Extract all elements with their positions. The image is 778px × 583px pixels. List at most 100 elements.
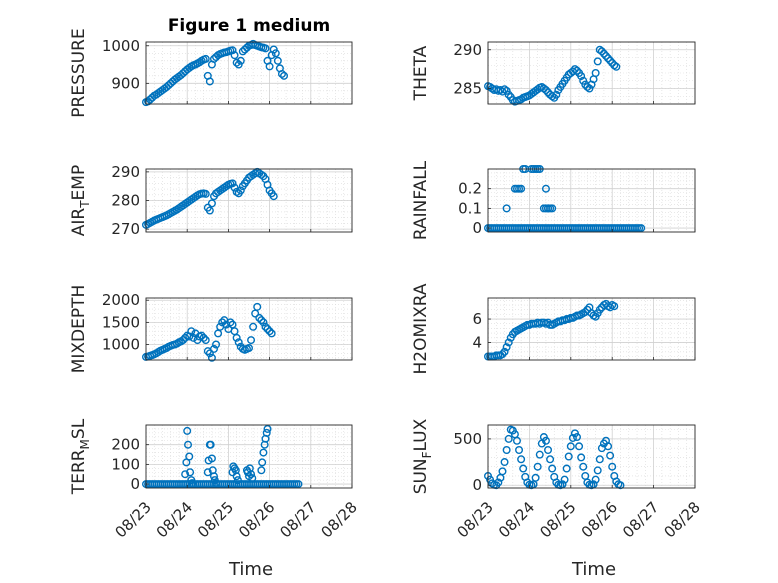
- y-tick-label: 6: [472, 310, 482, 328]
- data-point: [265, 62, 274, 71]
- y-axis-label-subscript: M: [78, 439, 92, 449]
- data-point: [248, 474, 257, 483]
- data-point: [562, 464, 571, 473]
- data-point: [184, 440, 193, 449]
- data-point: [560, 475, 569, 484]
- data-point: [595, 455, 604, 464]
- data-point: [517, 455, 526, 464]
- data-point: [263, 325, 272, 334]
- data-point: [183, 426, 192, 435]
- y-tick-label: 1000: [102, 336, 140, 354]
- data-series: [484, 299, 619, 361]
- y-axis-label: MIXDEPTH: [69, 285, 89, 374]
- data-point: [253, 302, 262, 311]
- y-axis-label-tail: EMP: [69, 165, 89, 201]
- axes-box: [487, 297, 696, 361]
- data-point: [502, 446, 511, 455]
- data-series: [484, 425, 625, 490]
- data-point: [244, 344, 253, 353]
- data-point: [498, 87, 507, 96]
- data-point: [502, 204, 511, 213]
- data-point: [502, 343, 511, 352]
- axes-background: [146, 298, 352, 360]
- y-tick-label: 280: [111, 192, 140, 210]
- data-point: [535, 450, 544, 459]
- y-axis-label-subscript: F: [420, 451, 434, 458]
- major-grid: [488, 425, 695, 488]
- y-axis-label-main: PRESSURE: [69, 28, 89, 117]
- data-point: [197, 331, 206, 340]
- axes-box: [487, 424, 696, 489]
- data-point: [230, 183, 239, 192]
- data-point: [591, 475, 600, 484]
- data-point: [517, 184, 526, 193]
- y-axis-label-main: TERR: [69, 449, 89, 495]
- data-point: [263, 424, 272, 433]
- data-point: [616, 481, 625, 490]
- data-point: [599, 49, 608, 58]
- data-point: [201, 336, 210, 345]
- data-point: [498, 467, 507, 476]
- data-point: [273, 56, 282, 65]
- data-point: [247, 470, 256, 479]
- data-point: [232, 58, 241, 67]
- y-tick-label: 0: [472, 219, 482, 237]
- data-point: [573, 433, 582, 442]
- data-point: [232, 472, 241, 481]
- data-point: [548, 92, 557, 101]
- data-point: [236, 186, 245, 195]
- data-point: [541, 184, 550, 193]
- data-point: [277, 69, 286, 78]
- data-point: [500, 85, 509, 94]
- data-point: [601, 51, 610, 60]
- data-point: [207, 353, 216, 362]
- data-point: [604, 442, 613, 451]
- y-tick-label: 100: [111, 455, 140, 473]
- subplot-air: 270 280 290 AIRTEMP: [69, 163, 353, 238]
- x-axis-label-left: Time: [228, 559, 273, 580]
- data-point: [606, 451, 615, 460]
- y-tick-label: 1000: [102, 37, 140, 55]
- y-tick-label: 900: [111, 74, 140, 92]
- data-point: [579, 76, 588, 85]
- data-point: [207, 199, 216, 208]
- data-point: [548, 464, 557, 473]
- data-point: [612, 62, 621, 71]
- data-point: [255, 313, 264, 322]
- minor-grid: [488, 298, 695, 360]
- y-axis-label: TERRMSL: [69, 418, 92, 495]
- subplot-rainfall: 0 0.10.2 RAINFALL: [411, 160, 696, 240]
- data-point: [583, 82, 592, 91]
- y-axis-label-subscript: T: [78, 200, 92, 209]
- data-point: [541, 436, 550, 445]
- y-axis-label-main: H2OMIXRA: [411, 283, 431, 374]
- data-point: [236, 56, 245, 65]
- y-axis-label-tail: SL: [69, 418, 89, 439]
- x-axis-label-right: Time: [571, 559, 616, 580]
- data-series: [141, 302, 276, 362]
- y-tick-label: 1500: [102, 313, 140, 331]
- axes-box: [145, 41, 353, 105]
- data-point: [207, 454, 216, 463]
- data-point: [212, 479, 221, 488]
- major-grid: [488, 298, 695, 360]
- data-point: [585, 84, 594, 93]
- axes-background: [488, 169, 695, 232]
- data-point: [226, 318, 235, 327]
- data-point: [541, 86, 550, 95]
- data-point: [504, 434, 513, 443]
- y-tick-label: 285: [453, 80, 482, 98]
- data-point: [212, 340, 221, 349]
- axes-box: [487, 168, 696, 233]
- data-point: [228, 46, 237, 55]
- data-point: [494, 478, 503, 487]
- data-point: [181, 470, 190, 479]
- y-tick-label: 0: [130, 475, 140, 493]
- y-axis-label: THETA: [411, 45, 431, 101]
- data-point: [604, 54, 613, 63]
- y-axis-label: AIRTEMP: [69, 165, 92, 236]
- data-point: [544, 446, 553, 455]
- data-point: [517, 95, 526, 104]
- data-point: [531, 473, 540, 482]
- data-point: [546, 455, 555, 464]
